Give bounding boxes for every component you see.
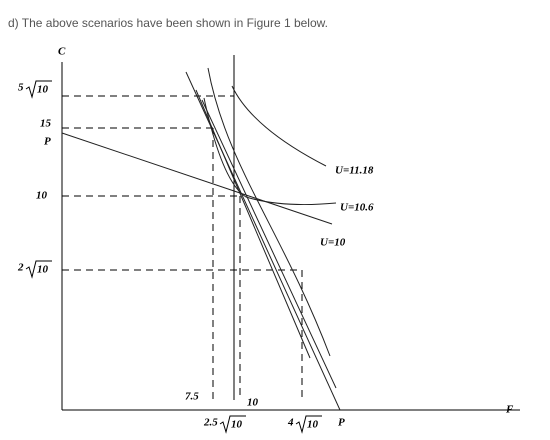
x-label-radicand: 10 <box>231 419 243 431</box>
x-label: 10 <box>247 397 259 409</box>
budget-line <box>201 99 337 389</box>
curve-label: U=10 <box>320 237 346 249</box>
curve-label: U=11.18 <box>335 165 374 177</box>
y-label-radicand: 10 <box>37 264 49 276</box>
y-label: 10 <box>36 190 48 202</box>
indifference-curve <box>207 67 331 357</box>
x-axis-label: F <box>505 404 514 416</box>
budget-line <box>195 89 311 359</box>
x-label-radicand: 10 <box>307 419 319 431</box>
y-label: 15 <box>40 118 52 130</box>
x-label: 7.5 <box>185 391 199 403</box>
budget-line <box>61 132 333 225</box>
x-label-coef: 2.5 <box>203 417 218 429</box>
radical <box>219 415 246 434</box>
curve-label: U=10.6 <box>340 202 374 214</box>
header: d) The above scenarios have been shown i… <box>8 16 328 30</box>
indifference-curve <box>231 85 327 167</box>
radical <box>295 415 322 434</box>
indifference-curve <box>203 97 337 206</box>
y-label-coef: 5 <box>18 82 24 94</box>
budget-line <box>185 71 341 411</box>
y-label-coef: 2 <box>17 262 24 274</box>
y-label-radicand: 10 <box>37 84 49 96</box>
radical <box>25 260 52 279</box>
y-label: P <box>44 136 51 148</box>
radical <box>25 80 52 99</box>
x-label: P <box>338 417 345 429</box>
y-axis-label: C <box>58 46 66 58</box>
x-label-coef: 4 <box>287 417 294 429</box>
